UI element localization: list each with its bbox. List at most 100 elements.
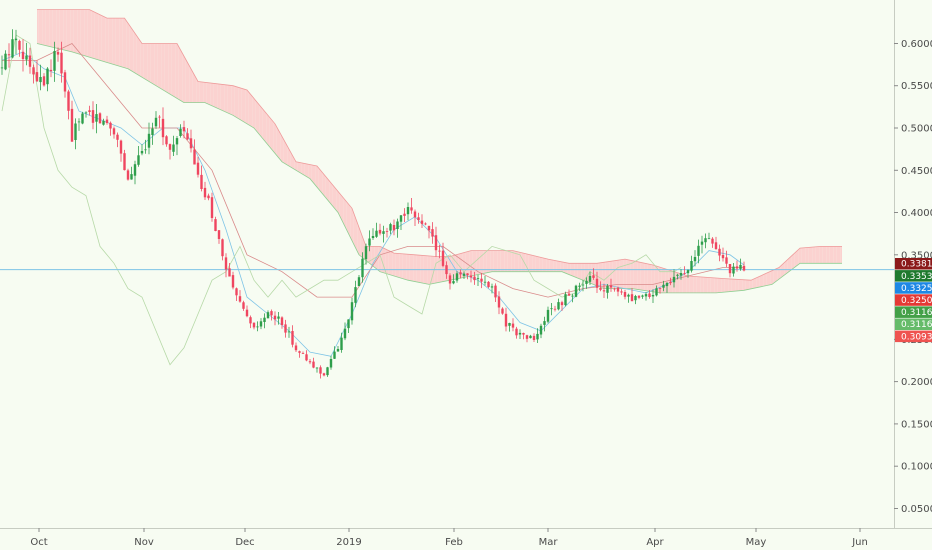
cloud-segment [567, 262, 569, 275]
candle-body [592, 275, 595, 278]
cloud-segment [310, 164, 312, 181]
cloud-segment [285, 142, 288, 165]
x-tick-label: Dec [235, 537, 254, 548]
cloud-segment [649, 264, 652, 292]
cloud-segment [742, 279, 744, 291]
cloud-segment [616, 260, 618, 289]
cloud-segment [156, 43, 158, 87]
cloud-segment [490, 250, 492, 273]
cloud-segment [241, 88, 244, 122]
cloud-segment [709, 277, 711, 293]
cloud-segment [306, 163, 309, 178]
candle-body [532, 335, 536, 340]
cloud-segment [359, 227, 361, 257]
candle-body [39, 77, 42, 83]
cloud-segment [695, 276, 697, 293]
candle-body [539, 325, 543, 335]
candle-body [333, 351, 336, 359]
cloud-segment [210, 82, 212, 106]
candle-body [616, 287, 620, 292]
candle-body [375, 230, 378, 237]
cloud-segment [840, 246, 842, 264]
cloud-segment [717, 278, 720, 293]
cloud-segment [829, 246, 832, 264]
x-axis[interactable]: Oct Nov Dec 2019 Feb Mar Apr May Jun [30, 528, 868, 548]
cloud-segment [84, 9, 86, 57]
cloud-segment [744, 279, 746, 291]
cloud-segment [658, 266, 660, 293]
cloud-segment [226, 84, 228, 113]
candle-body [179, 128, 182, 136]
candle-body [371, 236, 375, 238]
cloud-segment [136, 35, 139, 76]
cloud-segment [252, 96, 254, 128]
cloud-segment [786, 259, 788, 274]
cloud-segment [416, 254, 419, 283]
cloud-segment [509, 250, 512, 272]
candle-body [574, 285, 578, 297]
candle-body [672, 276, 676, 283]
candle-body [235, 288, 238, 296]
candle-body [98, 113, 102, 124]
cloud-segment [234, 86, 237, 118]
cloud-segment [693, 276, 695, 293]
price-tag-label: 0.3381 [901, 260, 932, 270]
cloud-segment [324, 174, 326, 198]
senkou-span-b-line [36, 43, 842, 294]
candle-body [158, 116, 161, 118]
candle-body [553, 308, 557, 310]
candle-body [175, 138, 179, 145]
candle-body [32, 67, 35, 75]
candle-body [529, 335, 532, 339]
cloud-segment [387, 249, 389, 275]
cloud-segment [236, 86, 239, 119]
candle-body [420, 220, 424, 224]
candle-body [322, 373, 326, 376]
cloud-segment [135, 33, 137, 75]
candle-body [410, 207, 413, 211]
candle-body [49, 69, 53, 72]
cloud-segment [245, 89, 247, 124]
cloud-segment [548, 259, 550, 272]
cloud-segment [227, 85, 230, 114]
cloud-segment [794, 251, 797, 268]
cloud-segment [766, 272, 769, 286]
cloud-segment [754, 277, 757, 289]
cloud-segment [481, 250, 484, 274]
candle-body [735, 266, 739, 269]
cloud-segment [623, 259, 625, 289]
candle-body [623, 292, 627, 297]
cloud-segment [651, 264, 653, 292]
candle-body [438, 250, 441, 252]
candle-body [123, 153, 126, 171]
cloud-segment [325, 176, 328, 200]
candle-body [487, 281, 490, 287]
cloud-segment [143, 43, 146, 80]
cloud-segment [303, 163, 305, 176]
cloud-segment [86, 9, 88, 57]
cloud-segment [317, 166, 319, 190]
cloud-segment [577, 263, 580, 279]
cloud-segment [166, 43, 169, 94]
cloud-segment [126, 20, 128, 69]
cloud-segment [646, 263, 648, 292]
cloud-segment [787, 257, 790, 273]
cloud-segment [185, 59, 188, 103]
candle-body [679, 273, 683, 276]
cloud-segment [824, 246, 827, 264]
candle-body [329, 359, 333, 368]
cloud-segment [276, 126, 279, 158]
price-tags: 0.3381 0.3353 0.3325 0.3250 0.3116 0.3116 0.30… [895, 258, 932, 342]
cloud-segment [290, 152, 293, 169]
candle-body [707, 238, 711, 240]
cloud-segment [719, 278, 722, 293]
candle-body [588, 276, 592, 282]
candle-body [504, 313, 508, 327]
cloud-segment [289, 149, 291, 168]
cloud-segment [192, 71, 195, 103]
cloud-segment [838, 246, 841, 264]
cloud-segment [395, 253, 398, 278]
cloud-segment [805, 247, 807, 264]
